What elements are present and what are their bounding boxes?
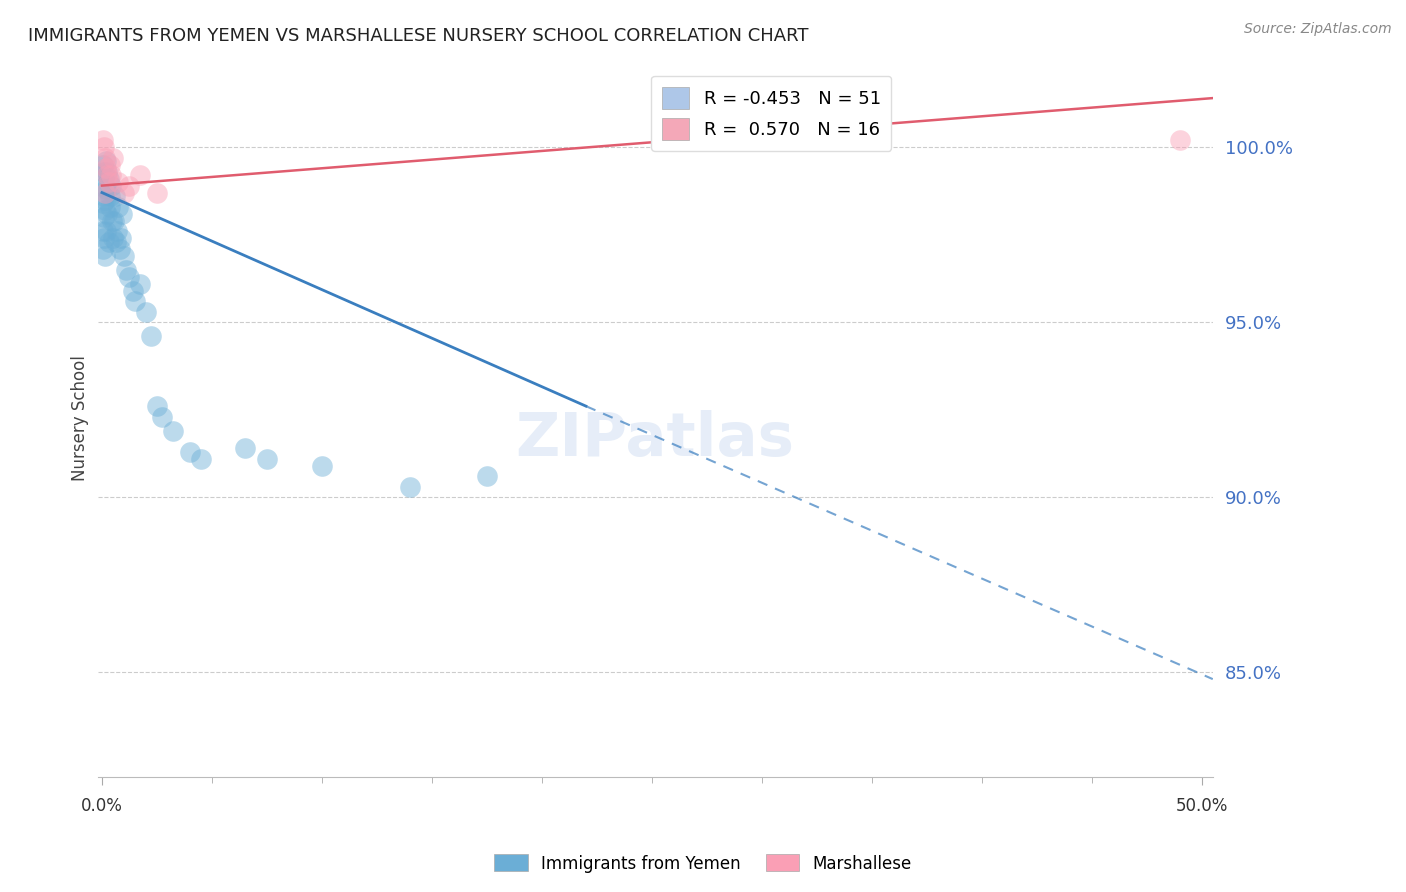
Point <box>98 200 121 214</box>
Point <box>91 242 114 256</box>
Point <box>152 409 174 424</box>
Point <box>91 196 114 211</box>
Point <box>110 231 132 245</box>
Point <box>91 133 114 147</box>
Text: Source: ZipAtlas.com: Source: ZipAtlas.com <box>1244 22 1392 37</box>
Point <box>101 231 124 245</box>
Point <box>118 269 141 284</box>
Point <box>111 206 134 220</box>
Point <box>100 168 122 182</box>
Point <box>107 175 129 189</box>
Point <box>399 480 422 494</box>
Point <box>105 235 128 249</box>
Point <box>96 154 118 169</box>
Point <box>96 182 118 196</box>
Point <box>112 186 135 200</box>
Point <box>118 178 141 193</box>
Point <box>233 441 256 455</box>
Point <box>93 231 115 245</box>
Point <box>115 262 138 277</box>
Point <box>146 186 169 200</box>
Point <box>94 249 117 263</box>
Point <box>94 193 117 207</box>
Point <box>107 200 129 214</box>
Point <box>98 189 121 203</box>
Point <box>100 178 122 193</box>
Point <box>97 171 120 186</box>
Point <box>96 168 118 182</box>
Point <box>112 249 135 263</box>
Point <box>1168 133 1191 147</box>
Point <box>190 451 212 466</box>
Point <box>105 224 128 238</box>
Point <box>96 164 118 178</box>
Point <box>129 168 152 182</box>
Text: ZIPatlas: ZIPatlas <box>516 410 794 469</box>
Point <box>96 206 118 220</box>
Point <box>104 189 127 203</box>
Point <box>179 444 201 458</box>
Point <box>94 203 117 218</box>
Point <box>101 213 124 227</box>
Point <box>135 304 157 318</box>
Point <box>124 294 146 309</box>
Text: IMMIGRANTS FROM YEMEN VS MARSHALLESE NURSERY SCHOOL CORRELATION CHART: IMMIGRANTS FROM YEMEN VS MARSHALLESE NUR… <box>28 27 808 45</box>
Point <box>93 210 115 224</box>
Point <box>91 158 114 172</box>
Point <box>141 329 163 343</box>
Point <box>96 161 118 175</box>
Legend: R = -0.453   N = 51, R =  0.570   N = 16: R = -0.453 N = 51, R = 0.570 N = 16 <box>651 76 891 151</box>
Point <box>94 151 117 165</box>
Point <box>146 399 169 413</box>
Point <box>93 189 115 203</box>
Point <box>98 158 121 172</box>
Point <box>93 171 115 186</box>
Point <box>108 242 131 256</box>
Point <box>97 235 120 249</box>
Point <box>103 213 125 227</box>
Point <box>162 424 184 438</box>
Legend: Immigrants from Yemen, Marshallese: Immigrants from Yemen, Marshallese <box>488 847 918 880</box>
Point <box>94 186 117 200</box>
Point <box>129 277 152 291</box>
Point <box>97 175 120 189</box>
Point <box>121 284 143 298</box>
Point <box>93 140 115 154</box>
Point <box>311 458 333 473</box>
Point <box>101 151 124 165</box>
Point <box>256 451 278 466</box>
Point <box>475 469 498 483</box>
Point <box>96 224 118 238</box>
Point <box>93 164 115 178</box>
Point <box>93 178 115 193</box>
Point <box>91 224 114 238</box>
Y-axis label: Nursery School: Nursery School <box>72 355 89 482</box>
